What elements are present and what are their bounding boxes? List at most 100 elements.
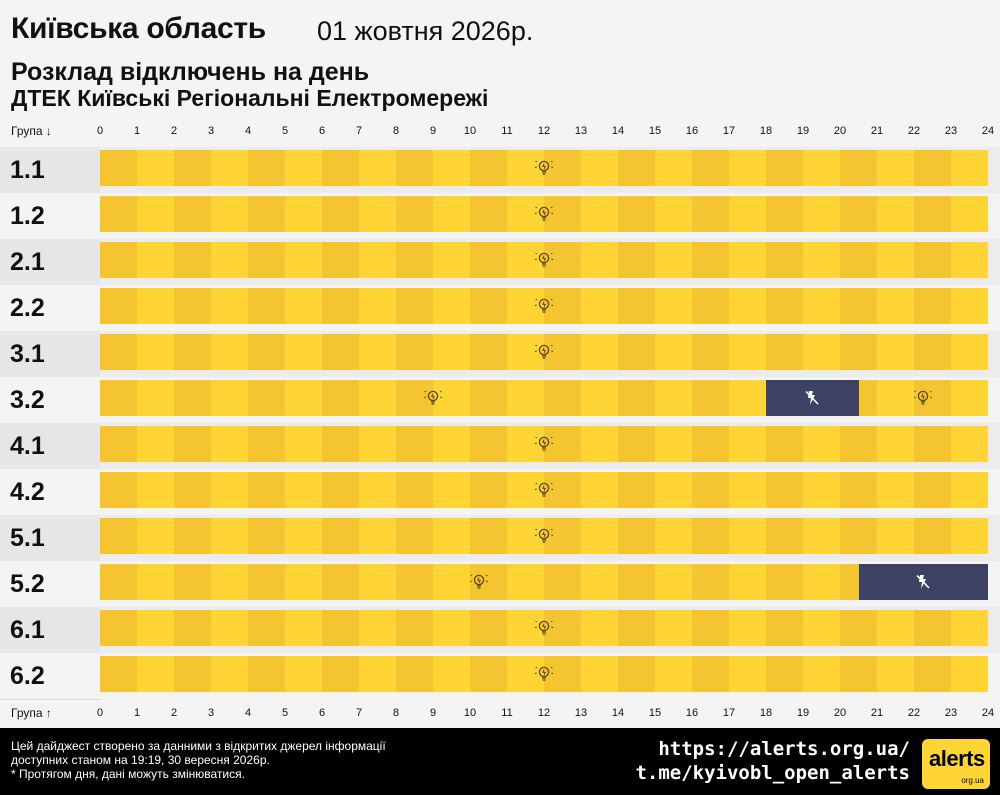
lightbulb-icon	[534, 620, 554, 635]
hour-cell-23	[951, 288, 989, 324]
hour-cell-4	[248, 610, 286, 646]
hour-cell-23	[951, 518, 989, 554]
hour-cell-16	[692, 564, 730, 600]
hour-cell-17	[729, 380, 767, 416]
hour-cell-8	[396, 334, 434, 370]
hour-cell-19	[803, 334, 841, 370]
hour-cell-22	[914, 334, 952, 370]
company-name: ДТЕК Київські Регіональні Електромережі	[11, 85, 489, 111]
hour-cell-13	[581, 518, 619, 554]
hour-cell-11	[507, 150, 545, 186]
group-label: 5.1	[0, 515, 100, 561]
hour-cell-1	[137, 426, 175, 462]
hour-cell-5	[285, 150, 323, 186]
group-row-5.2: 5.2	[0, 561, 1000, 608]
hour-cell-12	[544, 196, 582, 232]
hour-cell-10	[470, 564, 508, 600]
hour-cell-9	[433, 380, 471, 416]
hour-cell-22	[914, 242, 952, 278]
hour-cell-9	[433, 426, 471, 462]
bottom-tick-19: 19	[796, 707, 810, 719]
hour-cell-17	[729, 150, 767, 186]
lightbulb-icon	[423, 390, 443, 405]
hour-cell-22	[914, 518, 952, 554]
hour-cell-12	[544, 288, 582, 324]
hour-cell-3	[211, 288, 249, 324]
hour-cell-20	[840, 334, 878, 370]
hour-cell-3	[211, 242, 249, 278]
group-row-4.2: 4.2	[0, 469, 1000, 516]
group-row-2.2: 2.2	[0, 285, 1000, 332]
hour-cell-15	[655, 334, 693, 370]
hour-cell-13	[581, 150, 619, 186]
top-tick-19: 19	[796, 125, 810, 137]
top-tick-22: 22	[907, 125, 921, 137]
hour-cell-15	[655, 288, 693, 324]
hour-cell-16	[692, 196, 730, 232]
group-label: 1.1	[0, 147, 100, 193]
hour-cell-13	[581, 472, 619, 508]
site-link[interactable]: https://alerts.org.ua/	[658, 738, 910, 760]
bottom-tick-8: 8	[392, 707, 400, 719]
bottom-tick-2: 2	[170, 707, 178, 719]
hour-cell-15	[655, 426, 693, 462]
hour-cell-5	[285, 288, 323, 324]
hour-cell-9	[433, 150, 471, 186]
hour-cell-2	[174, 656, 212, 692]
hour-cell-6	[322, 564, 360, 600]
hour-cell-1	[137, 472, 175, 508]
telegram-link[interactable]: t.me/kyivobl_open_alerts	[635, 762, 910, 784]
hour-cell-2	[174, 472, 212, 508]
hour-cell-4	[248, 380, 286, 416]
power-on-icon-wrap	[534, 296, 554, 316]
hour-cell-0	[100, 610, 138, 646]
hour-cell-0	[100, 196, 138, 232]
hour-cell-1	[137, 610, 175, 646]
hour-cell-3	[211, 196, 249, 232]
hour-cell-3	[211, 564, 249, 600]
outage-icon-wrap	[802, 388, 822, 408]
bottom-tick-20: 20	[833, 707, 847, 719]
hour-cell-8	[396, 150, 434, 186]
schedule-bar	[0, 564, 1000, 600]
top-tick-2: 2	[170, 125, 178, 137]
top-tick-18: 18	[759, 125, 773, 137]
hour-cell-10	[470, 472, 508, 508]
hour-cell-8	[396, 196, 434, 232]
hour-cell-16	[692, 656, 730, 692]
hour-cell-22	[914, 150, 952, 186]
hour-cell-14	[618, 380, 656, 416]
hour-cell-5	[285, 518, 323, 554]
hour-cell-23	[951, 610, 989, 646]
group-row-6.1: 6.1	[0, 607, 1000, 654]
hour-cell-5	[285, 656, 323, 692]
hour-cell-19	[803, 196, 841, 232]
lightbulb-icon	[534, 160, 554, 175]
bottom-tick-11: 11	[501, 707, 513, 719]
top-tick-11: 11	[501, 125, 513, 137]
hour-cell-17	[729, 564, 767, 600]
hour-cell-5	[285, 610, 323, 646]
hour-cell-11	[507, 426, 545, 462]
no-power-icon	[916, 574, 930, 589]
header: Київська область 01 жовтня 2026р. Розкла…	[0, 0, 1000, 118]
hour-cell-3	[211, 334, 249, 370]
hour-cell-17	[729, 196, 767, 232]
bottom-tick-0: 0	[96, 707, 104, 719]
hour-cell-3	[211, 380, 249, 416]
hour-cell-12	[544, 564, 582, 600]
hour-cell-23	[951, 196, 989, 232]
hour-cell-12	[544, 518, 582, 554]
hour-cell-1	[137, 196, 175, 232]
hour-cell-17	[729, 518, 767, 554]
bottom-tick-3: 3	[207, 707, 215, 719]
bottom-tick-16: 16	[685, 707, 699, 719]
hour-cell-22	[914, 426, 952, 462]
group-label: 2.2	[0, 285, 100, 331]
hour-cell-16	[692, 518, 730, 554]
hour-cell-2	[174, 426, 212, 462]
group-label: 3.1	[0, 331, 100, 377]
schedule-date: 01 жовтня 2026р.	[317, 16, 534, 46]
hour-cell-22	[914, 472, 952, 508]
hour-cell-1	[137, 334, 175, 370]
